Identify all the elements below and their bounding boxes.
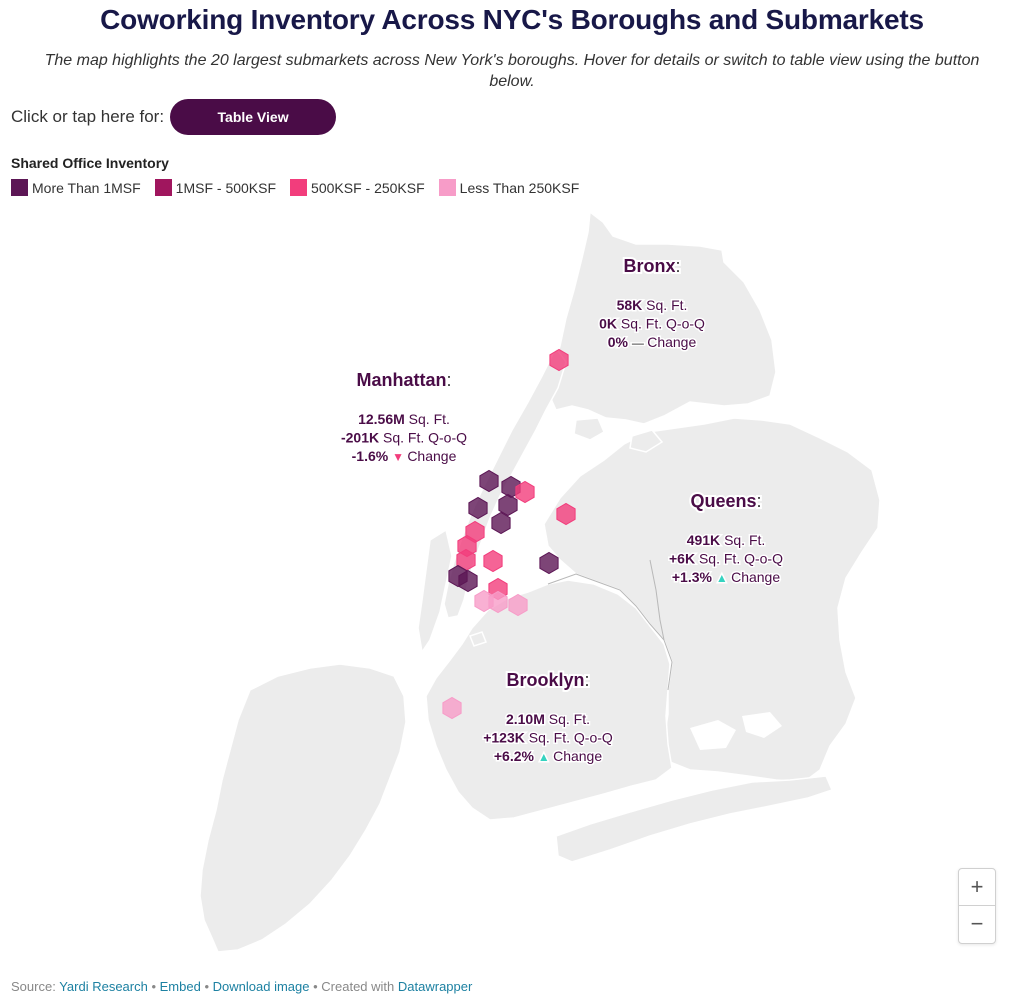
borough-name: Manhattan: [356, 370, 451, 390]
land-layer [199, 210, 881, 953]
table-view-prompt: Click or tap here for: [11, 107, 165, 126]
borough-stat-line: 58K Sq. Ft. [617, 297, 688, 313]
trend-up-icon: ▲ [538, 750, 553, 764]
submarket-hex-marker[interactable] [468, 496, 488, 520]
borough-stat-line: 491K Sq. Ft. [687, 532, 766, 548]
trend-down-icon: ▼ [392, 450, 407, 464]
submarket-hex-marker[interactable] [549, 348, 569, 372]
trend-flat-icon: — [632, 336, 647, 350]
legend-swatch-500ksf-250ksf [290, 179, 308, 196]
footer-separator: • [204, 979, 213, 994]
created-with-text: Created with [321, 979, 395, 994]
submarket-hex-marker[interactable] [556, 502, 576, 526]
legend: More Than 1MSF 1MSF - 500KSF 500KSF - 25… [11, 179, 593, 196]
submarket-hex-marker[interactable] [483, 549, 503, 573]
footer-separator: • [313, 979, 322, 994]
submarket-hex-marker[interactable] [498, 493, 518, 517]
borough-stat-line: 2.10M Sq. Ft. [506, 711, 590, 727]
footer-separator: • [151, 979, 160, 994]
submarket-hex-marker[interactable] [515, 480, 535, 504]
source-prefix: Source: [11, 979, 56, 994]
legend-item-more-than-1msf: More Than 1MSF [11, 179, 141, 196]
borough-label-manhattan: Manhattan: 12.56M Sq. Ft. -201K Sq. Ft. Q-… [339, 368, 468, 466]
submarket-hex-marker[interactable] [458, 569, 478, 593]
submarket-hex-marker[interactable] [488, 590, 508, 614]
borough-stat-line: +6K Sq. Ft. Q-o-Q [669, 551, 783, 567]
zoom-control: + − [958, 868, 996, 944]
jamaica-bay-island-2 [742, 712, 782, 738]
borough-label-brooklyn: Brooklyn: 2.10M Sq. Ft. +123K Sq. Ft. Q-o-… [482, 668, 615, 766]
bronx-landmass[interactable] [547, 210, 777, 425]
page-title: Coworking Inventory Across NYC's Borough… [100, 4, 924, 35]
page-subtitle: The map highlights the 20 largest submar… [44, 52, 980, 90]
randalls-island [573, 417, 605, 441]
governors-island [469, 631, 487, 647]
source-link[interactable]: Yardi Research [59, 979, 148, 994]
nyc-borough-map[interactable]: Bronx: 58K Sq. Ft. 0K Sq. Ft. Q-o-Q 0% — Ch… [0, 200, 1024, 970]
legend-label: 500KSF - 250KSF [311, 179, 425, 196]
borough-stat-line: +1.3% ▲ Change [672, 569, 780, 585]
borough-stat-line: +123K Sq. Ft. Q-o-Q [483, 730, 613, 746]
submarket-hex-marker[interactable] [479, 469, 499, 493]
datawrapper-link[interactable]: Datawrapper [397, 979, 473, 994]
new-jersey-sliver [417, 528, 453, 654]
legend-swatch-1msf-500ksf [154, 179, 172, 196]
trend-up-icon: ▲ [716, 571, 731, 585]
legend-swatch-more-than-1msf [11, 179, 28, 196]
footer: Source: Yardi Research • Embed • Downloa… [11, 979, 472, 994]
submarket-markers[interactable] [442, 348, 576, 720]
zoom-in-button[interactable]: + [970, 874, 984, 899]
table-view-row: Click or tap here for: Table View [11, 99, 337, 135]
borough-stat-line: -201K Sq. Ft. Q-o-Q [341, 430, 467, 446]
rikers-island [629, 429, 664, 453]
legend-title: Shared Office Inventory [11, 155, 169, 171]
legend-label: Less Than 250KSF [459, 179, 580, 196]
borough-name: Queens: [690, 491, 761, 511]
borough-label-queens: Queens: 491K Sq. Ft. +6K Sq. Ft. Q-o-Q +1.3… [668, 489, 785, 587]
legend-item-less-than-250ksf: Less Than 250KSF [438, 179, 580, 196]
borough-name: Brooklyn: [506, 670, 589, 690]
jamaica-bay-island-1 [690, 720, 736, 750]
table-view-button[interactable]: Table View [170, 99, 337, 135]
legend-swatch-less-than-250ksf [438, 179, 456, 196]
brooklyn-queens-boundary [547, 573, 673, 691]
queens-boundary-north [649, 559, 665, 641]
legend-label: More Than 1MSF [32, 179, 141, 196]
rockaway-landmass[interactable] [555, 775, 834, 863]
borough-stat-line: 12.56M Sq. Ft. [358, 411, 450, 427]
borough-name: Bronx: [623, 256, 680, 276]
submarket-hex-marker[interactable] [508, 593, 528, 617]
borough-stat-line: +6.2% ▲ Change [494, 748, 602, 764]
borough-stat-line: 0K Sq. Ft. Q-o-Q [599, 316, 705, 332]
submarket-hex-marker[interactable] [491, 511, 511, 535]
borough-labels: Bronx: 58K Sq. Ft. 0K Sq. Ft. Q-o-Q 0% — Ch… [339, 254, 785, 766]
brooklyn-landmass[interactable] [425, 579, 673, 821]
borough-stat-line: -1.6% ▼ Change [352, 448, 457, 464]
legend-item-500ksf-250ksf: 500KSF - 250KSF [290, 179, 425, 196]
borough-label-bronx: Bronx: 58K Sq. Ft. 0K Sq. Ft. Q-o-Q 0% — Ch… [598, 254, 707, 352]
download-image-link[interactable]: Download image [212, 979, 310, 994]
borough-stat-line: 0% — Change [608, 334, 697, 350]
staten-island-landmass[interactable] [199, 663, 407, 953]
legend-label: 1MSF - 500KSF [175, 179, 277, 196]
submarket-hex-marker[interactable] [442, 696, 462, 720]
legend-item-1msf-500ksf: 1MSF - 500KSF [154, 179, 277, 196]
embed-link[interactable]: Embed [159, 979, 201, 994]
submarket-hex-marker[interactable] [539, 551, 559, 575]
zoom-out-button[interactable]: − [959, 905, 995, 942]
